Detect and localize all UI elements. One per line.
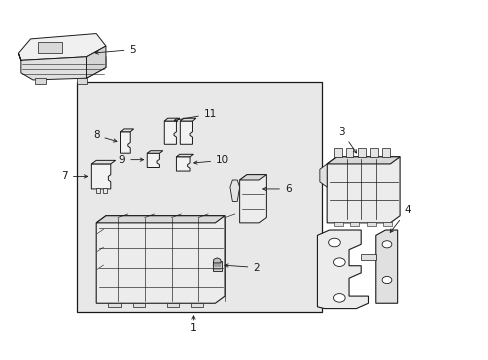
Polygon shape <box>180 121 192 144</box>
Bar <box>334 222 343 226</box>
Polygon shape <box>176 157 190 171</box>
Text: 1: 1 <box>189 323 197 333</box>
Polygon shape <box>317 230 368 309</box>
Polygon shape <box>239 175 266 223</box>
Text: 2: 2 <box>224 262 260 273</box>
Text: 5: 5 <box>95 45 136 55</box>
Text: 3: 3 <box>338 127 356 153</box>
Bar <box>381 148 389 157</box>
Circle shape <box>381 241 391 248</box>
Polygon shape <box>239 175 266 180</box>
Text: 10: 10 <box>193 156 229 165</box>
Bar <box>334 148 342 157</box>
Polygon shape <box>180 118 196 121</box>
Polygon shape <box>164 121 176 144</box>
Polygon shape <box>164 118 180 121</box>
Circle shape <box>328 238 340 247</box>
Polygon shape <box>86 46 106 78</box>
Bar <box>77 78 87 84</box>
Polygon shape <box>120 129 133 132</box>
Bar <box>96 188 100 193</box>
Bar <box>132 302 144 307</box>
Bar <box>361 254 375 260</box>
Polygon shape <box>19 33 106 60</box>
Bar <box>345 148 353 157</box>
Bar <box>357 148 365 157</box>
Polygon shape <box>147 153 159 167</box>
Bar <box>350 222 359 226</box>
Polygon shape <box>91 164 111 189</box>
Bar <box>103 188 107 193</box>
Bar <box>166 302 179 307</box>
Bar <box>77 82 322 312</box>
Bar <box>212 261 221 271</box>
Polygon shape <box>375 230 397 303</box>
Polygon shape <box>326 157 399 164</box>
Circle shape <box>333 258 345 266</box>
Polygon shape <box>176 154 193 157</box>
Bar <box>38 42 62 53</box>
Text: 7: 7 <box>61 171 87 181</box>
Bar <box>108 302 120 307</box>
Bar <box>369 148 377 157</box>
Polygon shape <box>229 180 239 202</box>
Polygon shape <box>96 216 224 303</box>
Text: 8: 8 <box>93 130 117 142</box>
Polygon shape <box>91 160 116 164</box>
Polygon shape <box>319 164 326 187</box>
Circle shape <box>333 294 345 302</box>
Polygon shape <box>19 53 106 80</box>
Text: 4: 4 <box>389 205 410 233</box>
Text: 6: 6 <box>262 184 291 194</box>
Circle shape <box>381 276 391 284</box>
Text: 9: 9 <box>119 155 143 165</box>
Polygon shape <box>326 157 399 223</box>
Bar <box>191 302 203 307</box>
Text: 11: 11 <box>174 109 217 121</box>
Bar <box>382 222 391 226</box>
Bar <box>35 78 46 84</box>
Polygon shape <box>96 216 224 223</box>
Polygon shape <box>213 258 221 263</box>
Polygon shape <box>147 151 163 153</box>
Polygon shape <box>120 132 130 153</box>
Bar <box>366 222 375 226</box>
